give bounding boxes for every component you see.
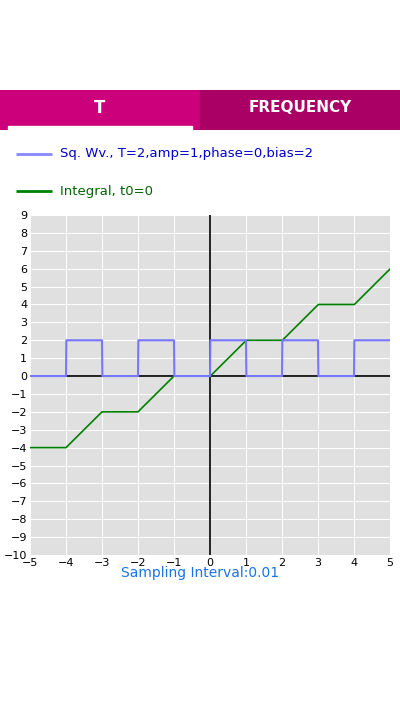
Text: Sampling Interval:0.01: Sampling Interval:0.01 [121, 565, 279, 579]
Text: 06:21: 06:21 [355, 10, 388, 20]
Bar [0, 90, 200, 130]
Text: Integral, t0=0: Integral, t0=0 [60, 185, 153, 198]
Text: □: □ [290, 665, 310, 685]
Text: Sq. Wv., T=2,amp=1,phase=0,bias=2: Sq. Wv., T=2,amp=1,phase=0,bias=2 [60, 147, 313, 160]
Text: y(t): y(t) [99, 50, 141, 70]
Text: T: T [94, 99, 106, 117]
Text: ◁: ◁ [90, 663, 110, 688]
Bar [200, 90, 400, 130]
Bar [8, 126, 192, 130]
Text: ○: ○ [189, 663, 211, 688]
Text: 🔋: 🔋 [16, 10, 22, 20]
Text: FREQUENCY: FREQUENCY [248, 100, 352, 115]
